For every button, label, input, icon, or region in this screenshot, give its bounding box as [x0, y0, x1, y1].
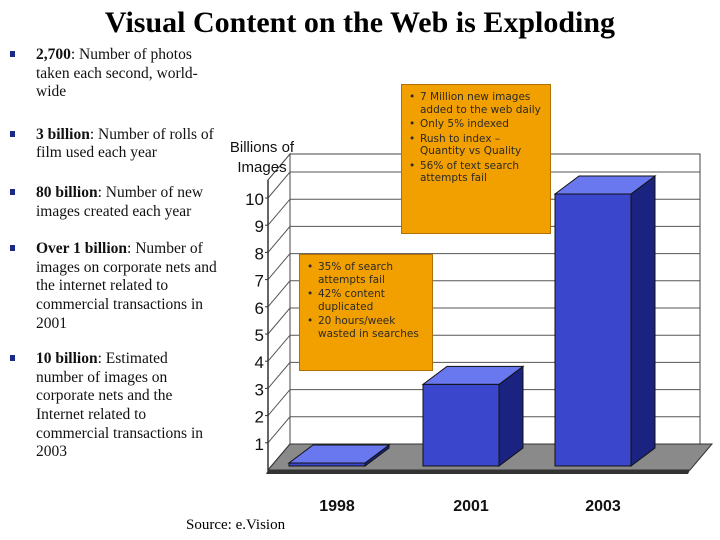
y-tick-label: 6 — [255, 299, 264, 318]
bullet-bold: 2,700 — [36, 46, 71, 63]
y-axis-label: Billions of Images — [230, 139, 295, 176]
bullet-list: 2,700: Number of photos taken each secon… — [8, 46, 218, 482]
callout-item: Only 5% indexed — [406, 118, 546, 131]
bullet-item: 80 billion: Number of new images created… — [8, 184, 218, 221]
bullet-marker-icon — [10, 355, 15, 362]
y-tick-label: 8 — [255, 244, 264, 263]
bullet-text: : Estimated number of images on corporat… — [36, 350, 203, 461]
y-tick-label: 9 — [255, 217, 264, 236]
bullet-item: 2,700: Number of photos taken each secon… — [8, 46, 218, 102]
callout-item: 20 hours/week wasted in searches — [304, 315, 428, 340]
bullet-bold: Over 1 billion — [36, 240, 128, 258]
callout-item: Rush to index – Quantity vs Quality — [406, 133, 546, 158]
callout-box-search-stats: 35% of search attempts fail 42% content … — [299, 254, 433, 371]
y-tick-label: 2 — [255, 408, 264, 427]
bullet-text: : Number of new images created each year — [36, 183, 204, 220]
bullet-text: : Number of rolls of film used each year — [36, 125, 214, 162]
source-credit: Source: e.Vision — [186, 517, 286, 533]
slide-title: Visual Content on the Web is Exploding — [104, 6, 616, 39]
bullet-bold: 80 billion — [36, 183, 98, 201]
callout-item: 7 Million new images added to the web da… — [406, 91, 546, 116]
bullet-marker-icon — [10, 130, 15, 137]
bullet-bold: 10 billion — [36, 350, 98, 368]
y-tick-label: 3 — [255, 380, 264, 399]
bar-2003 — [554, 193, 632, 467]
bullet-item: Over 1 billion: Number of images on corp… — [8, 240, 218, 333]
chart-floor-edge — [266, 470, 690, 474]
bullet-text: : Number of photos taken each second, wo… — [36, 46, 198, 101]
callout-box-web-stats: 7 Million new images added to the web da… — [401, 84, 551, 234]
bar-1998 — [288, 462, 366, 467]
y-tick-label: 7 — [255, 272, 264, 291]
bullet-text: : Number of images on corporate nets and… — [36, 240, 217, 332]
y-tick-label: 4 — [255, 353, 264, 372]
y-tick-label: 10 — [245, 190, 264, 209]
callout-item: 35% of search attempts fail — [304, 261, 428, 286]
bullet-item: 10 billion: Estimated number of images o… — [8, 350, 218, 462]
bar-2001 — [422, 383, 500, 467]
x-tick-label: 1998 — [319, 498, 355, 515]
x-tick-label: 2001 — [453, 498, 489, 515]
bullet-bold: 3 billion — [36, 125, 90, 143]
bullet-marker-icon — [10, 51, 15, 57]
gridline — [267, 171, 700, 199]
x-tick-label: 2003 — [585, 498, 621, 515]
callout-item: 56% of text search attempts fail — [406, 160, 546, 185]
bullet-marker-icon — [10, 188, 15, 195]
bullet-marker-icon — [10, 245, 15, 252]
bullet-item: 3 billion: Number of rolls of film used … — [8, 126, 218, 163]
y-tick-label: 5 — [255, 326, 264, 345]
callout-item: 42% content duplicated — [304, 288, 428, 313]
y-tick-label: 1 — [255, 435, 264, 454]
bar-side-2003 — [630, 175, 656, 467]
